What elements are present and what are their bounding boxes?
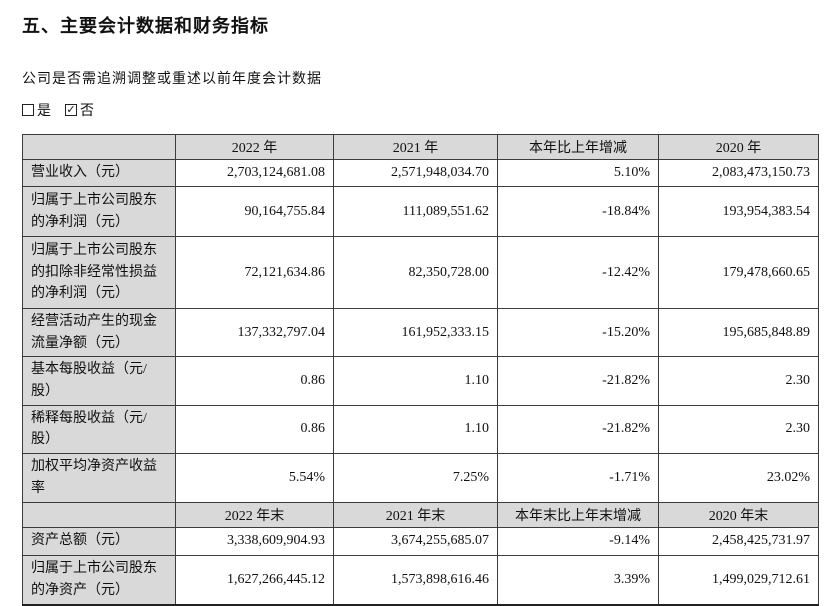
value-cell: -21.82% xyxy=(497,356,659,406)
value-cell: 2,458,425,731.97 xyxy=(658,526,819,556)
header-cell-yoy: 本年比上年增减 xyxy=(497,134,659,160)
value-cell: 90,164,755.84 xyxy=(175,186,334,237)
value-cell: 2,703,124,681.08 xyxy=(175,159,334,187)
value-cell: 111,089,551.62 xyxy=(333,186,498,237)
value-cell: 0.86 xyxy=(175,356,334,406)
header-cell-2022-end: 2022 年末 xyxy=(175,501,334,528)
header-cell-2020-end: 2020 年末 xyxy=(658,501,819,528)
header-cell-2021: 2021 年 xyxy=(333,134,498,160)
value-cell: 3,674,255,685.07 xyxy=(333,526,498,556)
row-label: 归属于上市公司股东的扣除非经常性损益的净利润（元） xyxy=(22,236,176,309)
checkbox-option-no: ✓ 否 xyxy=(65,100,94,120)
value-cell: 5.10% xyxy=(497,159,659,187)
row-label: 资产总额（元） xyxy=(22,526,176,556)
value-cell: 0.86 xyxy=(175,404,334,455)
table-row-diluted-eps: 稀释每股收益（元/股） 0.86 1.10 -21.82% 2.30 xyxy=(22,404,819,455)
value-cell: 1.10 xyxy=(333,404,498,455)
row-label: 基本每股收益（元/股） xyxy=(22,356,176,406)
header-cell-2021-end: 2021 年末 xyxy=(333,501,498,528)
checkbox-unchecked-icon xyxy=(22,104,34,116)
checkbox-no-label: 否 xyxy=(80,104,94,119)
value-cell: 137,332,797.04 xyxy=(175,307,334,358)
header-cell xyxy=(22,501,176,528)
checkbox-yes-label: 是 xyxy=(37,104,51,119)
value-cell: 82,350,728.00 xyxy=(333,236,498,309)
value-cell: 195,685,848.89 xyxy=(658,307,819,358)
value-cell: 3,338,609,904.93 xyxy=(175,526,334,556)
row-label: 稀释每股收益（元/股） xyxy=(22,404,176,455)
table-row-revenue: 营业收入（元） 2,703,124,681.08 2,571,948,034.7… xyxy=(22,159,819,187)
value-cell: -18.84% xyxy=(497,186,659,237)
value-cell: 23.02% xyxy=(658,453,819,503)
header-cell-2022: 2022 年 xyxy=(175,134,334,160)
value-cell: 1,499,029,712.61 xyxy=(658,554,819,606)
value-cell: 2,571,948,034.70 xyxy=(333,159,498,187)
header-cell xyxy=(22,134,176,160)
checkbox-option-yes: 是 xyxy=(22,100,51,120)
value-cell: 5.54% xyxy=(175,453,334,503)
table-row-net-profit-deducted: 归属于上市公司股东的扣除非经常性损益的净利润（元） 72,121,634.86 … xyxy=(22,236,819,309)
value-cell: 1,627,266,445.12 xyxy=(175,554,334,606)
restatement-answer: 是 ✓ 否 xyxy=(22,100,831,120)
row-label: 归属于上市公司股东的净资产（元） xyxy=(22,554,176,606)
financial-indicators-table: 2022 年 2021 年 本年比上年增减 2020 年 营业收入（元） 2,7… xyxy=(22,134,819,606)
value-cell: 7.25% xyxy=(333,453,498,503)
value-cell: -12.42% xyxy=(497,236,659,309)
value-cell: 161,952,333.15 xyxy=(333,307,498,358)
header-cell-2020: 2020 年 xyxy=(658,134,819,160)
row-label: 加权平均净资产收益率 xyxy=(22,453,176,503)
value-cell: -21.82% xyxy=(497,404,659,455)
section-title: 五、主要会计数据和财务指标 xyxy=(22,16,269,36)
checkbox-checked-icon: ✓ xyxy=(65,103,77,116)
row-label: 营业收入（元） xyxy=(22,159,176,187)
table-row-total-assets: 资产总额（元） 3,338,609,904.93 3,674,255,685.0… xyxy=(22,526,819,556)
table-row-basic-eps: 基本每股收益（元/股） 0.86 1.10 -21.82% 2.30 xyxy=(22,356,819,406)
row-label: 归属于上市公司股东的净利润（元） xyxy=(22,186,176,237)
table-header-row-year-end: 2022 年末 2021 年末 本年末比上年末增减 2020 年末 xyxy=(22,501,819,528)
table-row-operating-cash-flow: 经营活动产生的现金流量净额（元） 137,332,797.04 161,952,… xyxy=(22,307,819,358)
value-cell: 179,478,660.65 xyxy=(658,236,819,309)
value-cell: -9.14% xyxy=(497,526,659,556)
value-cell: 1,573,898,616.46 xyxy=(333,554,498,606)
value-cell: -15.20% xyxy=(497,307,659,358)
value-cell: 193,954,383.54 xyxy=(658,186,819,237)
value-cell: 2.30 xyxy=(658,404,819,455)
value-cell: -1.71% xyxy=(497,453,659,503)
value-cell: 2,083,473,150.73 xyxy=(658,159,819,187)
table-header-row-annual: 2022 年 2021 年 本年比上年增减 2020 年 xyxy=(22,134,819,160)
table-row-net-profit: 归属于上市公司股东的净利润（元） 90,164,755.84 111,089,5… xyxy=(22,186,819,237)
value-cell: 2.30 xyxy=(658,356,819,406)
restatement-question: 公司是否需追溯调整或重述以前年度会计数据 xyxy=(22,72,322,87)
row-label: 经营活动产生的现金流量净额（元） xyxy=(22,307,176,358)
table-row-net-assets: 归属于上市公司股东的净资产（元） 1,627,266,445.12 1,573,… xyxy=(22,554,819,606)
header-cell-yoy-end: 本年末比上年末增减 xyxy=(497,501,659,528)
table-row-weighted-avg-roe: 加权平均净资产收益率 5.54% 7.25% -1.71% 23.02% xyxy=(22,453,819,503)
value-cell: 1.10 xyxy=(333,356,498,406)
value-cell: 72,121,634.86 xyxy=(175,236,334,309)
value-cell: 3.39% xyxy=(497,554,659,606)
